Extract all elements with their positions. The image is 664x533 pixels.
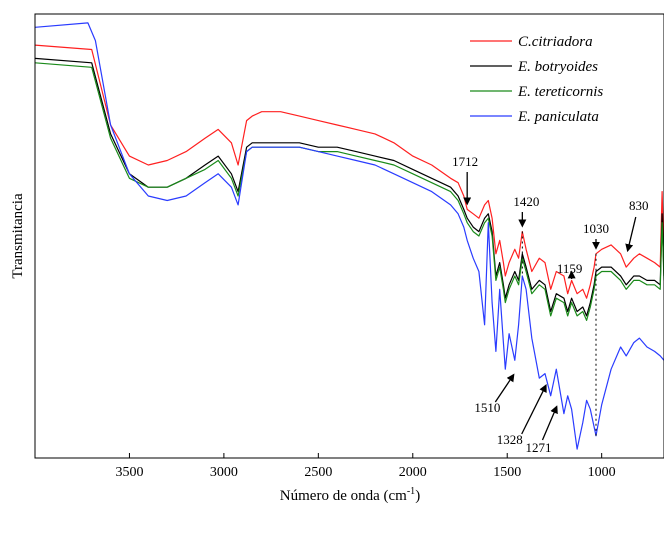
x-tick-label: 1500 (493, 465, 521, 480)
legend-label-e-paniculata: E. paniculata (517, 109, 599, 125)
series-line-c-citriadora (35, 44, 664, 299)
series-line-e-tereticornis (35, 62, 664, 321)
peak-arrow-1328 (521, 383, 547, 435)
x-tick-label: 3500 (115, 465, 143, 480)
peak-label-1271: 1271 (525, 440, 551, 455)
peak-label-830: 830 (629, 198, 649, 213)
peak-label-1159: 1159 (557, 261, 583, 276)
legend-label-c-citriadora: C.citriadora (518, 34, 593, 50)
peak-arrow-1510 (494, 373, 515, 403)
y-axis-label: Transmitancia (10, 193, 26, 279)
legend: C.citriadora E. botryoides E. tereticornis… (470, 34, 603, 125)
series-line-e-paniculata (35, 22, 664, 450)
legend-label-e-botryoides: E. botryoides (517, 59, 598, 75)
series-layer (35, 22, 664, 450)
x-tick-label: 3000 (210, 465, 238, 480)
peak-arrow-830 (625, 216, 637, 253)
peak-label-1712: 1712 (452, 154, 478, 169)
peak-label-1420: 1420 (513, 194, 539, 209)
series-line-e-botryoides (35, 57, 664, 317)
x-axis-label: Número de onda (cm-1) (280, 486, 420, 504)
x-tick-label: 1000 (588, 465, 616, 480)
peak-label-1030: 1030 (583, 221, 609, 236)
x-tick-label: 2000 (399, 465, 427, 480)
plot-frame (34, 13, 664, 459)
x-axis: 3500 3000 2500 2000 1500 1000 (115, 453, 616, 480)
x-tick-label: 2500 (304, 465, 332, 480)
peak-arrow-1271 (541, 405, 558, 441)
peak-label-1328: 1328 (497, 432, 523, 447)
legend-label-e-tereticornis: E. tereticornis (517, 84, 603, 100)
peak-label-1510: 1510 (474, 400, 500, 415)
